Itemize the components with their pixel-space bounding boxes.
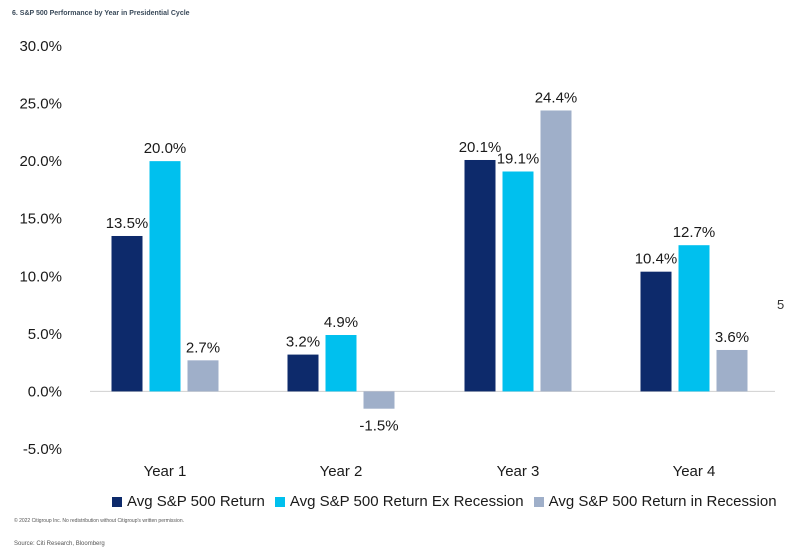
bar xyxy=(502,171,534,392)
bar xyxy=(640,271,672,392)
legend-swatch xyxy=(112,496,122,507)
chart-legend: Avg S&P 500 Return Avg S&P 500 Return Ex … xyxy=(112,493,787,510)
y-tick-label: 20.0% xyxy=(19,153,62,170)
chart-title: 6. S&P 500 Performance by Year in Presid… xyxy=(12,10,190,17)
legend-item: Avg S&P 500 Return xyxy=(112,493,265,510)
data-label: 12.7% xyxy=(673,224,716,241)
data-label: 10.4% xyxy=(635,251,678,268)
bar xyxy=(111,235,143,392)
bar xyxy=(464,159,496,392)
x-category-label: Year 3 xyxy=(497,463,540,480)
bar xyxy=(187,360,219,392)
copyright-note: © 2022 Citigroup Inc. No redistribution … xyxy=(14,518,184,524)
data-label: 20.1% xyxy=(459,139,502,156)
bar xyxy=(325,335,357,392)
legend-swatch xyxy=(533,496,544,507)
y-tick-label: 15.0% xyxy=(19,211,62,228)
legend-label: Avg S&P 500 Return Ex Recession xyxy=(289,493,524,510)
y-tick-label: 30.0% xyxy=(19,38,62,55)
bar xyxy=(678,245,710,392)
data-label: 19.1% xyxy=(497,151,540,168)
data-label: -1.5% xyxy=(359,418,398,435)
y-tick-label: 5.0% xyxy=(28,326,62,343)
data-label: 2.7% xyxy=(186,339,220,356)
y-tick-label: -5.0% xyxy=(23,441,62,458)
x-category-label: Year 4 xyxy=(673,463,716,480)
data-label: 3.6% xyxy=(715,329,749,346)
bar xyxy=(716,349,748,392)
x-category-label: Year 2 xyxy=(320,463,363,480)
legend-label: Avg S&P 500 Return in Recession xyxy=(548,493,777,510)
stray-mark: 5 xyxy=(777,297,785,312)
data-label: 4.9% xyxy=(324,314,358,331)
data-label: 3.2% xyxy=(286,334,320,351)
y-tick-label: 0.0% xyxy=(28,383,62,400)
data-label: 13.5% xyxy=(106,215,149,232)
bar xyxy=(287,354,319,392)
legend-label: Avg S&P 500 Return xyxy=(127,493,265,510)
x-category-label: Year 1 xyxy=(144,463,187,480)
bar xyxy=(363,391,395,409)
bar xyxy=(540,110,572,392)
y-tick-label: 25.0% xyxy=(19,96,62,113)
legend-item: Avg S&P 500 Return Ex Recession xyxy=(274,493,524,510)
data-label: 20.0% xyxy=(144,140,187,157)
data-label: 24.4% xyxy=(535,89,578,106)
y-tick-label: 10.0% xyxy=(19,268,62,285)
legend-swatch xyxy=(274,496,285,507)
bar xyxy=(149,161,181,392)
source-note: Source: Citi Research, Bloomberg xyxy=(14,541,105,547)
legend-item: Avg S&P 500 Return in Recession xyxy=(533,493,777,510)
